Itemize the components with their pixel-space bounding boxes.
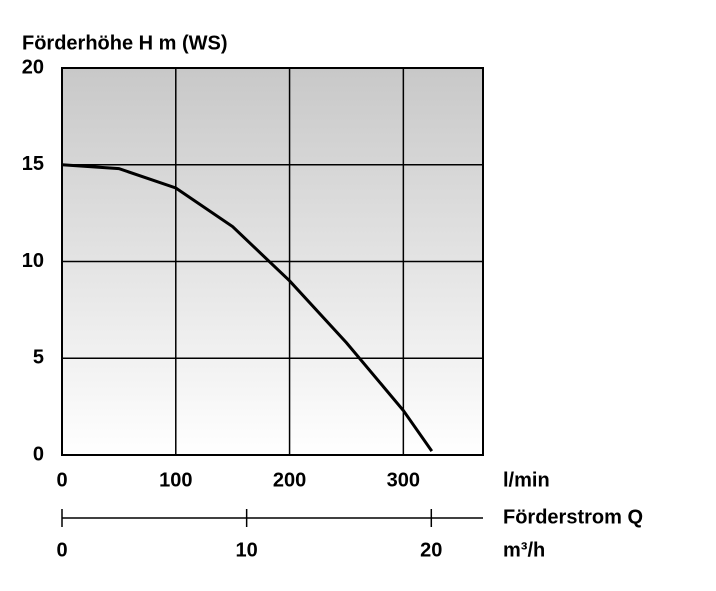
x2-axis-label: m³/h [503, 539, 545, 561]
y-tick-label: 20 [22, 56, 44, 78]
y-tick-label: 5 [33, 347, 44, 369]
chart-title: Förderhöhe H m (WS) [22, 32, 228, 54]
curve [61, 163, 434, 452]
x-tick-label: 100 [159, 469, 192, 491]
y-tick-label: 10 [22, 250, 44, 272]
x-tick-label: 0 [56, 469, 67, 491]
x-axis-label: l/min [503, 469, 550, 491]
x2-tick-label: 10 [236, 539, 258, 561]
x2-axis-title: Förderstrom Q [503, 506, 643, 528]
x2-tick-label: 20 [420, 539, 442, 561]
x-tick-label: 300 [387, 469, 420, 491]
plot-frame [61, 67, 484, 456]
y-tick-label: 15 [22, 153, 44, 175]
x-tick-label: 200 [273, 469, 306, 491]
y-tick-label: 0 [33, 443, 44, 465]
x2-tick-label: 0 [56, 539, 67, 561]
